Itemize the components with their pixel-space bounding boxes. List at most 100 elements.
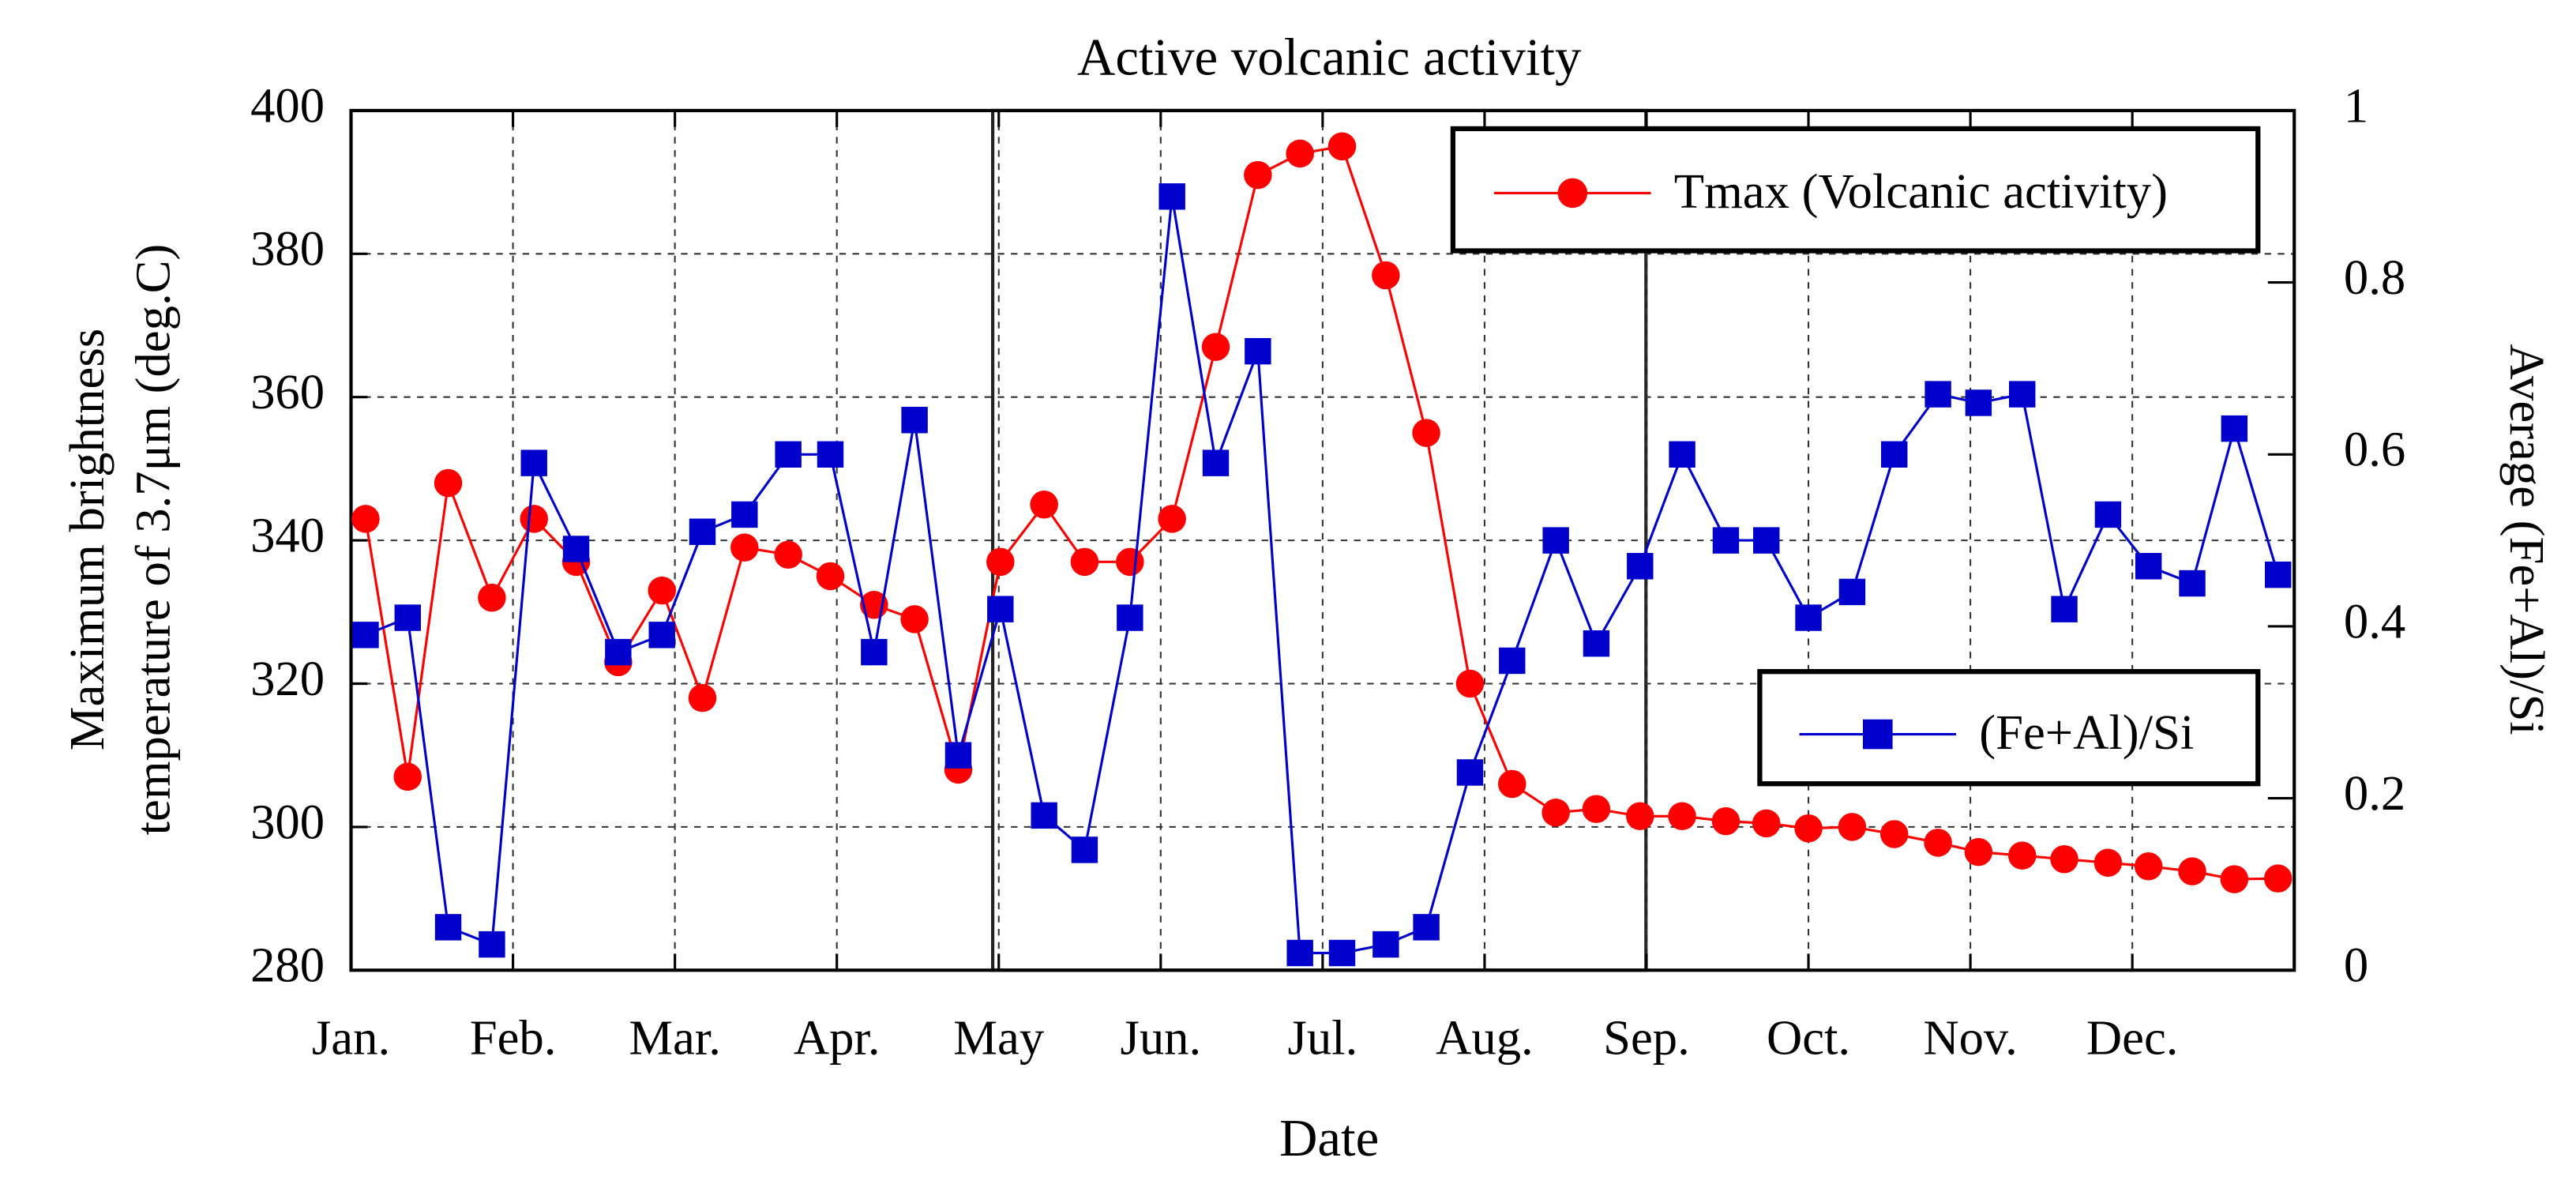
marker [1838, 813, 1867, 841]
x-tick-label: Jan. [312, 1010, 390, 1066]
marker [1286, 939, 1313, 967]
marker [1542, 527, 1569, 554]
x-tick-label: Feb. [470, 1010, 557, 1066]
marker [1924, 829, 1952, 857]
legend: Tmax (Volcanic activity) (Fe+Al)/Si [1450, 126, 2261, 787]
marker [1582, 795, 1611, 823]
marker [731, 501, 758, 528]
x-tick-label: Dec. [2086, 1010, 2179, 1066]
marker [2007, 841, 2037, 870]
marker [1626, 802, 1654, 831]
marker [1202, 449, 1230, 476]
marker [1244, 160, 1272, 190]
x-tick-label: May [953, 1010, 1045, 1066]
y-axis-label: Maximum brightness [59, 329, 115, 750]
marker [901, 407, 928, 434]
y-tick-label: 360 [250, 364, 325, 419]
grid [349, 109, 2295, 972]
marker [817, 441, 844, 468]
y2-tick-label: 1 [2344, 77, 2368, 133]
marker [351, 505, 380, 533]
marker [1412, 419, 1440, 447]
marker [1413, 914, 1440, 941]
marker [1201, 333, 1230, 361]
y-axis-label: temperature of 3.7μm (deg.C) [125, 244, 180, 836]
marker [2221, 415, 2248, 442]
marks [351, 132, 2292, 967]
marker [1070, 547, 1099, 577]
marker [774, 540, 802, 570]
marker [478, 583, 506, 612]
marker [1372, 261, 1400, 290]
marker [775, 441, 802, 468]
y2-tick-label: 0.2 [2344, 765, 2405, 821]
marker [1372, 930, 1399, 958]
marker [1881, 441, 1908, 468]
marker [1879, 820, 1909, 848]
marker [1456, 759, 1484, 786]
marker [605, 638, 632, 666]
marker [987, 596, 1014, 622]
marker [1498, 769, 1526, 799]
marker [2220, 865, 2249, 893]
y-tick-label: 280 [250, 938, 325, 993]
marker [2093, 848, 2123, 877]
marker [434, 468, 463, 498]
marker [816, 562, 845, 591]
marker [1753, 527, 1780, 554]
marker [2179, 570, 2206, 597]
marker [1116, 547, 1144, 577]
x-tick-label: Jun. [1120, 1010, 1201, 1066]
marker [2178, 857, 2206, 885]
marker [520, 449, 547, 476]
marker [1794, 814, 1823, 843]
series-line [364, 145, 2278, 881]
marker [861, 638, 888, 666]
marker [648, 576, 676, 605]
marker [1862, 719, 1893, 750]
x-tick-label: Sep. [1603, 1010, 1690, 1066]
marker [944, 742, 972, 769]
y-tick-label: 340 [250, 507, 325, 562]
marker [1328, 939, 1356, 967]
marker [1245, 337, 1271, 365]
marker [2094, 501, 2122, 528]
y-tick-label: 320 [250, 651, 325, 706]
marker [1668, 802, 1696, 831]
marker [1455, 669, 1485, 698]
marker [1795, 604, 1822, 631]
marker [1964, 837, 1993, 867]
marker [1327, 132, 1357, 161]
marker [2265, 561, 2292, 588]
x-axis-label: Date [1279, 1109, 1379, 1167]
marker [393, 762, 422, 791]
y2-tick-label: 0.6 [2344, 422, 2405, 477]
x-tick-label: Nov. [1923, 1010, 2018, 1066]
marker [2135, 553, 2162, 580]
x-tick-label: Oct. [1767, 1010, 1850, 1066]
marker [986, 547, 1015, 577]
y-tick-label: 400 [250, 77, 325, 133]
marker [352, 622, 379, 649]
y2-tick-label: 0.4 [2344, 593, 2405, 649]
x-tick-label: Mar. [629, 1010, 721, 1066]
marker [1499, 647, 1526, 675]
marker [1117, 604, 1143, 631]
legend-box [1757, 669, 2261, 787]
marker [562, 536, 590, 562]
marker [394, 604, 421, 631]
y-tick-label: 380 [250, 221, 325, 276]
marker [2263, 864, 2292, 893]
marker [1158, 505, 1186, 533]
marker [1711, 806, 1740, 836]
marker [1158, 183, 1185, 210]
marker [1752, 809, 1781, 838]
plot-frame [349, 108, 2296, 972]
marker [1071, 836, 1098, 863]
marker [1838, 578, 1866, 606]
marker [2051, 596, 2078, 622]
legend-label: Tmax (Volcanic activity) [1674, 164, 2168, 219]
marker [1924, 381, 1951, 408]
marker [1965, 389, 1992, 416]
x-tick-label: Aug. [1436, 1010, 1534, 1066]
